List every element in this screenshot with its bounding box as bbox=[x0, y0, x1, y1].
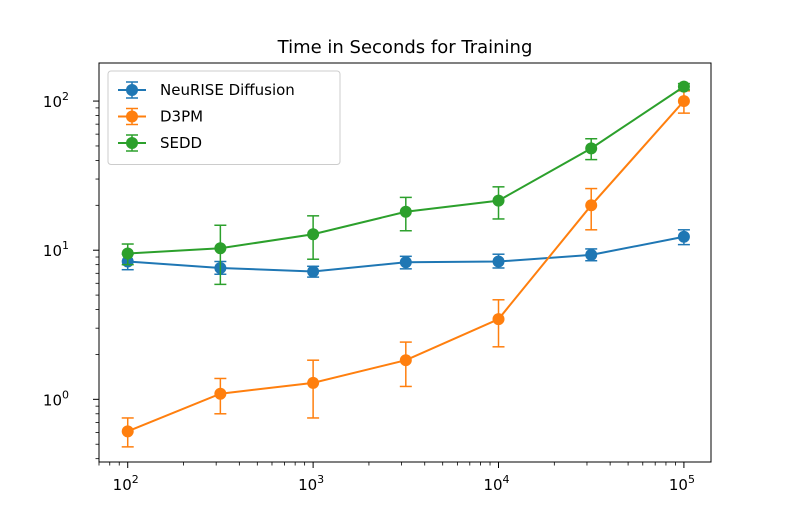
y-tick-label: 102 bbox=[43, 90, 69, 111]
legend-item: NeuRISE Diffusion bbox=[118, 81, 295, 99]
y-tick-label: 101 bbox=[43, 239, 69, 260]
data-point bbox=[399, 205, 412, 218]
data-point bbox=[492, 194, 505, 207]
plot-frame bbox=[98, 62, 712, 463]
data-point bbox=[677, 80, 690, 93]
data-point bbox=[492, 313, 505, 326]
y-axis: 100 101 102 bbox=[43, 90, 99, 460]
chart-title: Time in Seconds for Training bbox=[277, 37, 533, 58]
data-point bbox=[307, 228, 320, 241]
series-d3pm bbox=[121, 90, 690, 448]
legend: NeuRISE Diffusion D3PM SEDD bbox=[107, 70, 341, 165]
x-tick-label: 105 bbox=[669, 473, 695, 494]
data-point bbox=[214, 242, 227, 255]
data-point bbox=[307, 376, 320, 389]
legend-marker bbox=[126, 137, 138, 149]
data-point bbox=[492, 255, 505, 268]
legend-label: D3PM bbox=[160, 108, 203, 126]
x-tick-label: 102 bbox=[113, 473, 139, 494]
legend-item: D3PM bbox=[118, 108, 203, 126]
data-point bbox=[585, 199, 598, 212]
data-point bbox=[399, 256, 412, 269]
legend-box bbox=[107, 70, 341, 165]
x-axis: 102 103 104 105 bbox=[98, 462, 695, 494]
series-layer bbox=[121, 80, 690, 448]
x-tick-label: 104 bbox=[483, 473, 509, 494]
data-point bbox=[307, 265, 320, 278]
legend-marker bbox=[126, 110, 138, 123]
data-point bbox=[677, 95, 690, 108]
series-sedd bbox=[121, 80, 690, 286]
x-tick-label: 103 bbox=[298, 473, 324, 494]
data-point bbox=[121, 247, 134, 260]
data-point bbox=[121, 425, 134, 438]
series-neurise-diffusion bbox=[121, 229, 690, 278]
legend-marker bbox=[126, 84, 138, 96]
data-point bbox=[399, 354, 412, 367]
legend-item: SEDD bbox=[118, 134, 202, 152]
data-point bbox=[214, 387, 227, 400]
y-tick-label: 100 bbox=[43, 388, 69, 409]
legend-label: NeuRISE Diffusion bbox=[160, 81, 295, 99]
data-point bbox=[585, 248, 598, 261]
data-point bbox=[677, 230, 690, 243]
legend-label: SEDD bbox=[160, 134, 202, 152]
data-point bbox=[585, 142, 598, 155]
